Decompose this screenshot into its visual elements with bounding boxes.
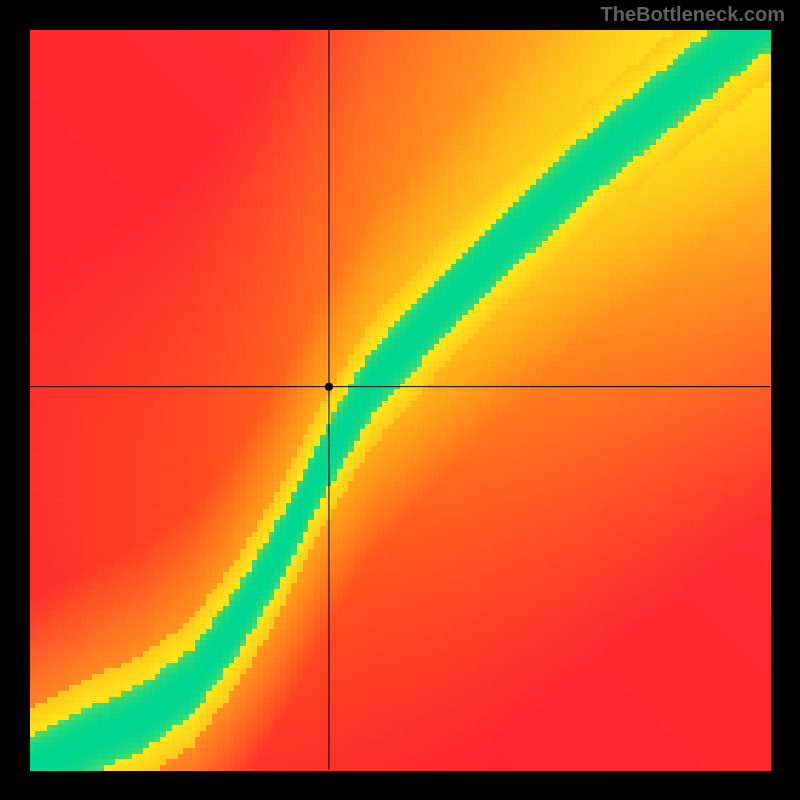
chart-container: TheBottleneck.com <box>0 0 800 800</box>
watermark-text: TheBottleneck.com <box>601 4 785 27</box>
bottleneck-heatmap-canvas <box>0 0 800 800</box>
